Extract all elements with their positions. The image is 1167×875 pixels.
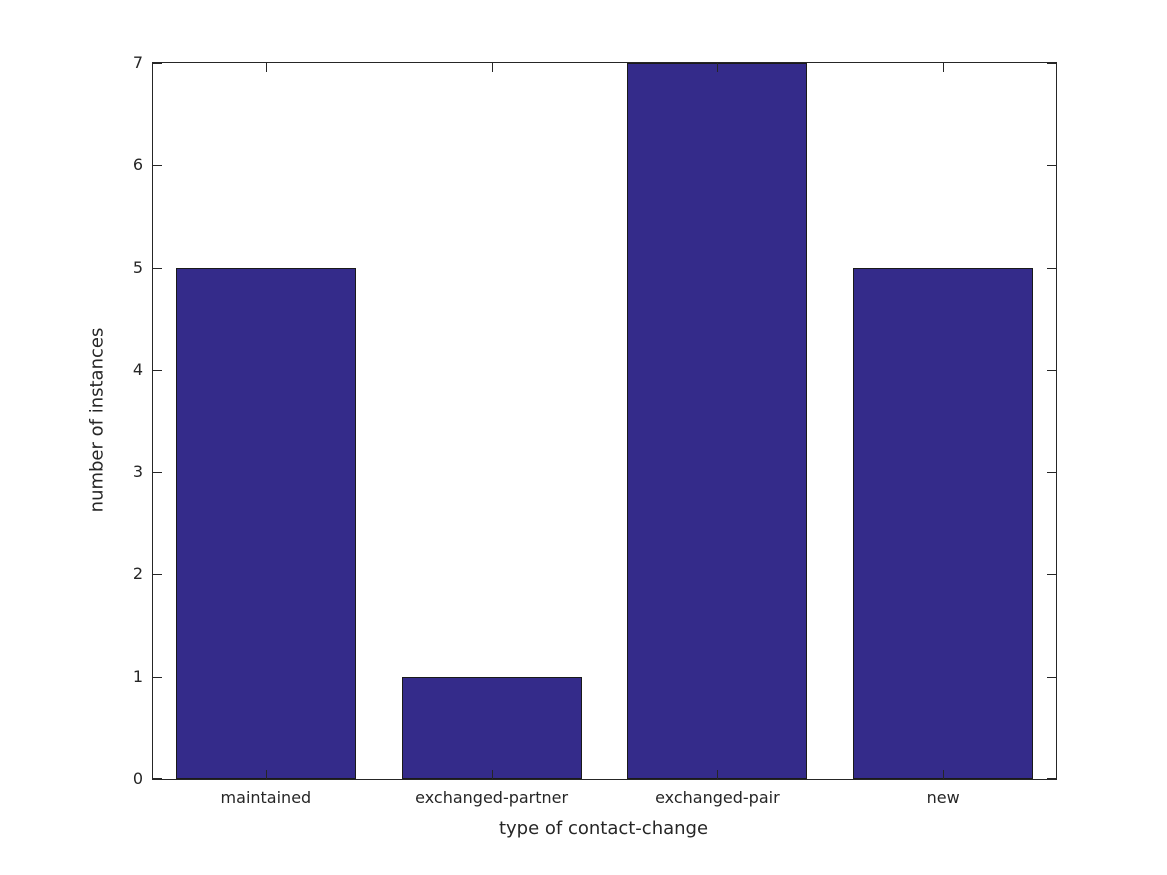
- x-tick-label: maintained: [220, 788, 312, 807]
- y-tick-right: [1047, 778, 1056, 779]
- y-tick-right: [1047, 574, 1056, 576]
- y-tick-left: [153, 472, 162, 474]
- y-tick-left: [153, 369, 162, 371]
- y-tick-right: [1047, 267, 1056, 269]
- bar-new: [853, 267, 1034, 779]
- x-tick-bottom: [717, 770, 719, 779]
- x-axis-label: type of contact-change: [498, 818, 709, 839]
- y-tick-label: 6: [132, 155, 143, 175]
- y-tick-label: 1: [132, 666, 143, 686]
- y-axis-label: number of instances: [86, 327, 108, 513]
- bar-maintained: [175, 267, 356, 779]
- y-tick-left: [153, 676, 162, 678]
- y-tick-left: [153, 778, 162, 779]
- x-tick-label: exchanged-pair: [655, 788, 780, 807]
- y-tick-left: [153, 574, 162, 576]
- y-tick-label: 0: [132, 769, 143, 788]
- y-tick-left: [153, 63, 162, 64]
- plot-area: 0 1 2 3 4 5 6 7 maintained exchanged-partner excha…: [133, 55, 1057, 807]
- y-tick-label: 4: [132, 359, 143, 379]
- y-tick-right: [1047, 63, 1056, 64]
- bar-exchanged-partner: [401, 676, 582, 779]
- x-tick-top: [491, 63, 493, 72]
- x-tick-bottom: [265, 770, 267, 779]
- y-tick-label: 5: [132, 257, 143, 277]
- x-tick-label: exchanged-partner: [415, 788, 569, 807]
- y-tick-right: [1047, 676, 1056, 678]
- y-tick-left: [153, 267, 162, 269]
- x-tick-bottom: [943, 770, 945, 779]
- y-tick-left: [153, 165, 162, 167]
- bar-exchanged-pair: [627, 63, 808, 779]
- y-tick-label: 3: [132, 462, 143, 482]
- y-tick-label: 7: [132, 53, 143, 72]
- x-tick-label: new: [926, 788, 960, 807]
- x-tick-bottom: [491, 770, 493, 779]
- x-tick-top: [943, 63, 945, 72]
- y-tick-right: [1047, 369, 1056, 371]
- y-tick-right: [1047, 165, 1056, 167]
- x-tick-top: [717, 63, 719, 72]
- y-tick-right: [1047, 472, 1056, 474]
- y-tick-label: 2: [132, 564, 143, 584]
- x-tick-top: [265, 63, 267, 72]
